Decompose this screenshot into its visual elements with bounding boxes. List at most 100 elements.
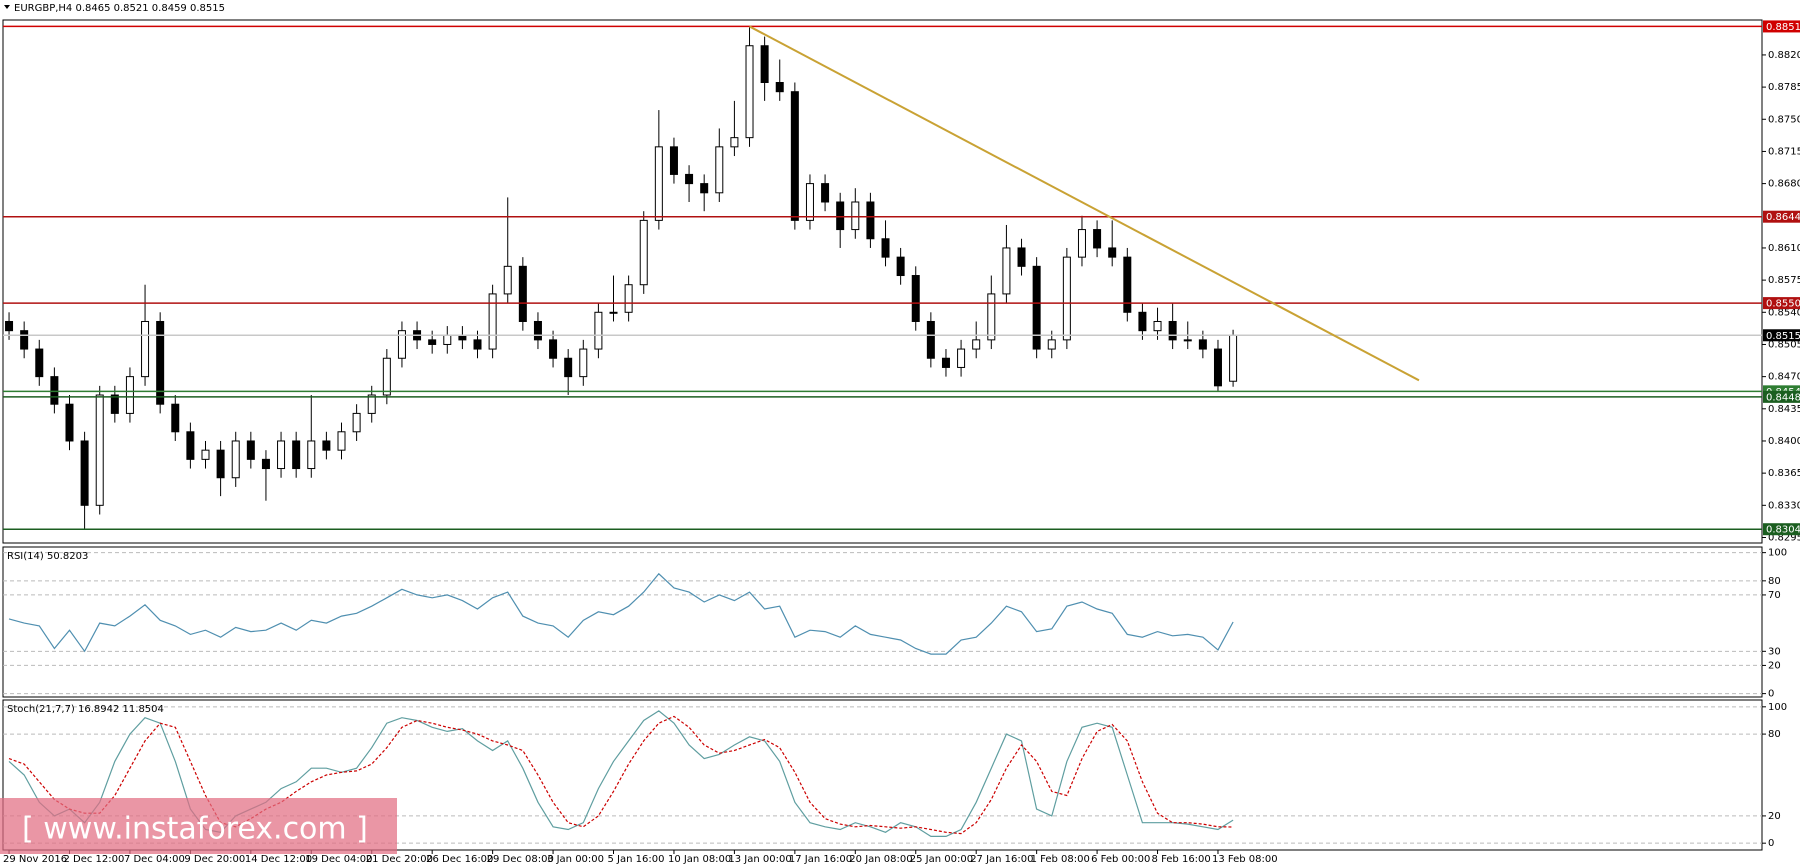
candle-body: [1153, 320, 1162, 332]
candle-body: [1123, 256, 1132, 313]
candle-body: [171, 403, 180, 433]
x-tick-label: 27 Jan 16:00: [970, 854, 1033, 865]
candle-body: [488, 293, 497, 350]
candle-body: [1198, 339, 1207, 350]
candle-body: [896, 256, 905, 277]
candle-body: [654, 146, 663, 221]
candle-body: [1183, 339, 1192, 342]
candle-body: [715, 146, 724, 194]
watermark-box: [0, 798, 397, 854]
price-level-label: 0.8448: [1766, 392, 1800, 403]
candle-body: [1047, 339, 1056, 350]
y-tick-label: 20: [1768, 660, 1781, 671]
candle-body: [760, 45, 769, 84]
candle-body: [428, 339, 437, 345]
candle-body: [775, 82, 784, 93]
y-tick-label: 80: [1768, 576, 1781, 587]
y-tick-label: 80: [1768, 729, 1781, 740]
candle-body: [881, 238, 890, 258]
x-tick-label: 2 Dec 12:00: [63, 854, 124, 865]
x-tick-label: 17 Jan 16:00: [789, 854, 852, 865]
panel-title: Stoch(21,7,7) 16.8942 11.8504: [7, 704, 164, 715]
x-tick-label: 9 Dec 20:00: [184, 854, 245, 865]
x-tick-label: 13 Feb 08:00: [1212, 854, 1278, 865]
x-tick-label: 1 Feb 08:00: [1031, 854, 1090, 865]
candle-body: [1002, 247, 1011, 295]
candle-body: [624, 284, 633, 313]
candle-body: [50, 376, 59, 405]
y-tick-label: 0.8540: [1768, 307, 1800, 318]
candle-body: [518, 265, 527, 322]
y-tick-label: 100: [1768, 548, 1787, 559]
panel-frame: [2, 19, 1763, 544]
y-tick-label: 0.8470: [1768, 372, 1800, 383]
x-tick-label: 5 Jan 16:00: [608, 854, 665, 865]
candle-body: [322, 440, 331, 451]
candle-body: [231, 440, 240, 479]
candle-body: [926, 320, 935, 359]
candle-body: [352, 412, 361, 433]
candle-body: [836, 201, 845, 231]
candle-body: [367, 394, 376, 414]
y-tick-label: 0.8365: [1768, 468, 1800, 479]
candle-body: [125, 376, 134, 414]
y-tick-label: 0.8400: [1768, 436, 1800, 447]
panel-frame: [2, 699, 1763, 851]
candle-body: [216, 449, 225, 479]
candle-body: [957, 348, 966, 368]
candle-body: [277, 440, 286, 470]
candle-body: [473, 339, 482, 350]
menu-arrow[interactable]: [4, 5, 10, 9]
candle-body: [941, 357, 950, 368]
y-tick-label: 0.8575: [1768, 275, 1800, 286]
candle-body: [503, 265, 512, 295]
candle-body: [1017, 247, 1026, 267]
price-level-label: 0.8304: [1766, 525, 1800, 536]
x-tick-label: 29 Nov 2016: [3, 854, 67, 865]
price-level-box: [1763, 210, 1800, 223]
candle-body: [1138, 311, 1147, 332]
candle-body: [307, 440, 316, 470]
price-level-label: 0.8550: [1766, 299, 1800, 310]
y-tick-label: 30: [1768, 646, 1781, 657]
y-tick-label: 0.8505: [1768, 339, 1800, 350]
candle-body: [790, 91, 799, 221]
price-level-box: [1763, 390, 1800, 403]
candle-body: [1077, 229, 1086, 258]
y-tick-label: 0.8785: [1768, 82, 1800, 93]
candle-body: [80, 440, 89, 506]
y-tick-label: 0.8435: [1768, 404, 1800, 415]
price-level-box: [1763, 523, 1800, 536]
candle-body: [730, 137, 739, 148]
candle-body: [851, 201, 860, 231]
candle-body: [669, 146, 678, 175]
y-tick-label: 0.8820: [1768, 50, 1800, 61]
candle-body: [639, 219, 648, 286]
candle-body: [261, 458, 270, 470]
y-tick-label: 0.8295: [1768, 532, 1800, 543]
price-level-label: 0.8515: [1766, 331, 1800, 342]
candle-body: [700, 183, 709, 194]
candle-body: [911, 275, 920, 322]
x-tick-label: 6 Feb 00:00: [1091, 854, 1150, 865]
indicator-line: [8, 572, 1234, 655]
x-tick-label: 20 Jan 08:00: [849, 854, 912, 865]
candle-body: [685, 173, 694, 185]
candle-body: [156, 320, 165, 405]
y-tick-label: 0: [1768, 838, 1774, 849]
x-tick-label: 21 Dec 20:00: [366, 854, 433, 865]
candle-body: [20, 330, 29, 350]
x-tick-label: 3 Jan 00:00: [547, 854, 604, 865]
candle-body: [1108, 247, 1117, 258]
candle-body: [246, 440, 255, 460]
candle-body: [141, 320, 150, 378]
price-level-box: [1763, 20, 1800, 33]
candle-body: [65, 403, 74, 442]
y-tick-label: 70: [1768, 590, 1781, 601]
candle-body: [443, 334, 452, 345]
candle-body: [1032, 265, 1041, 350]
candle-body: [549, 339, 558, 359]
candle-body: [533, 320, 542, 341]
